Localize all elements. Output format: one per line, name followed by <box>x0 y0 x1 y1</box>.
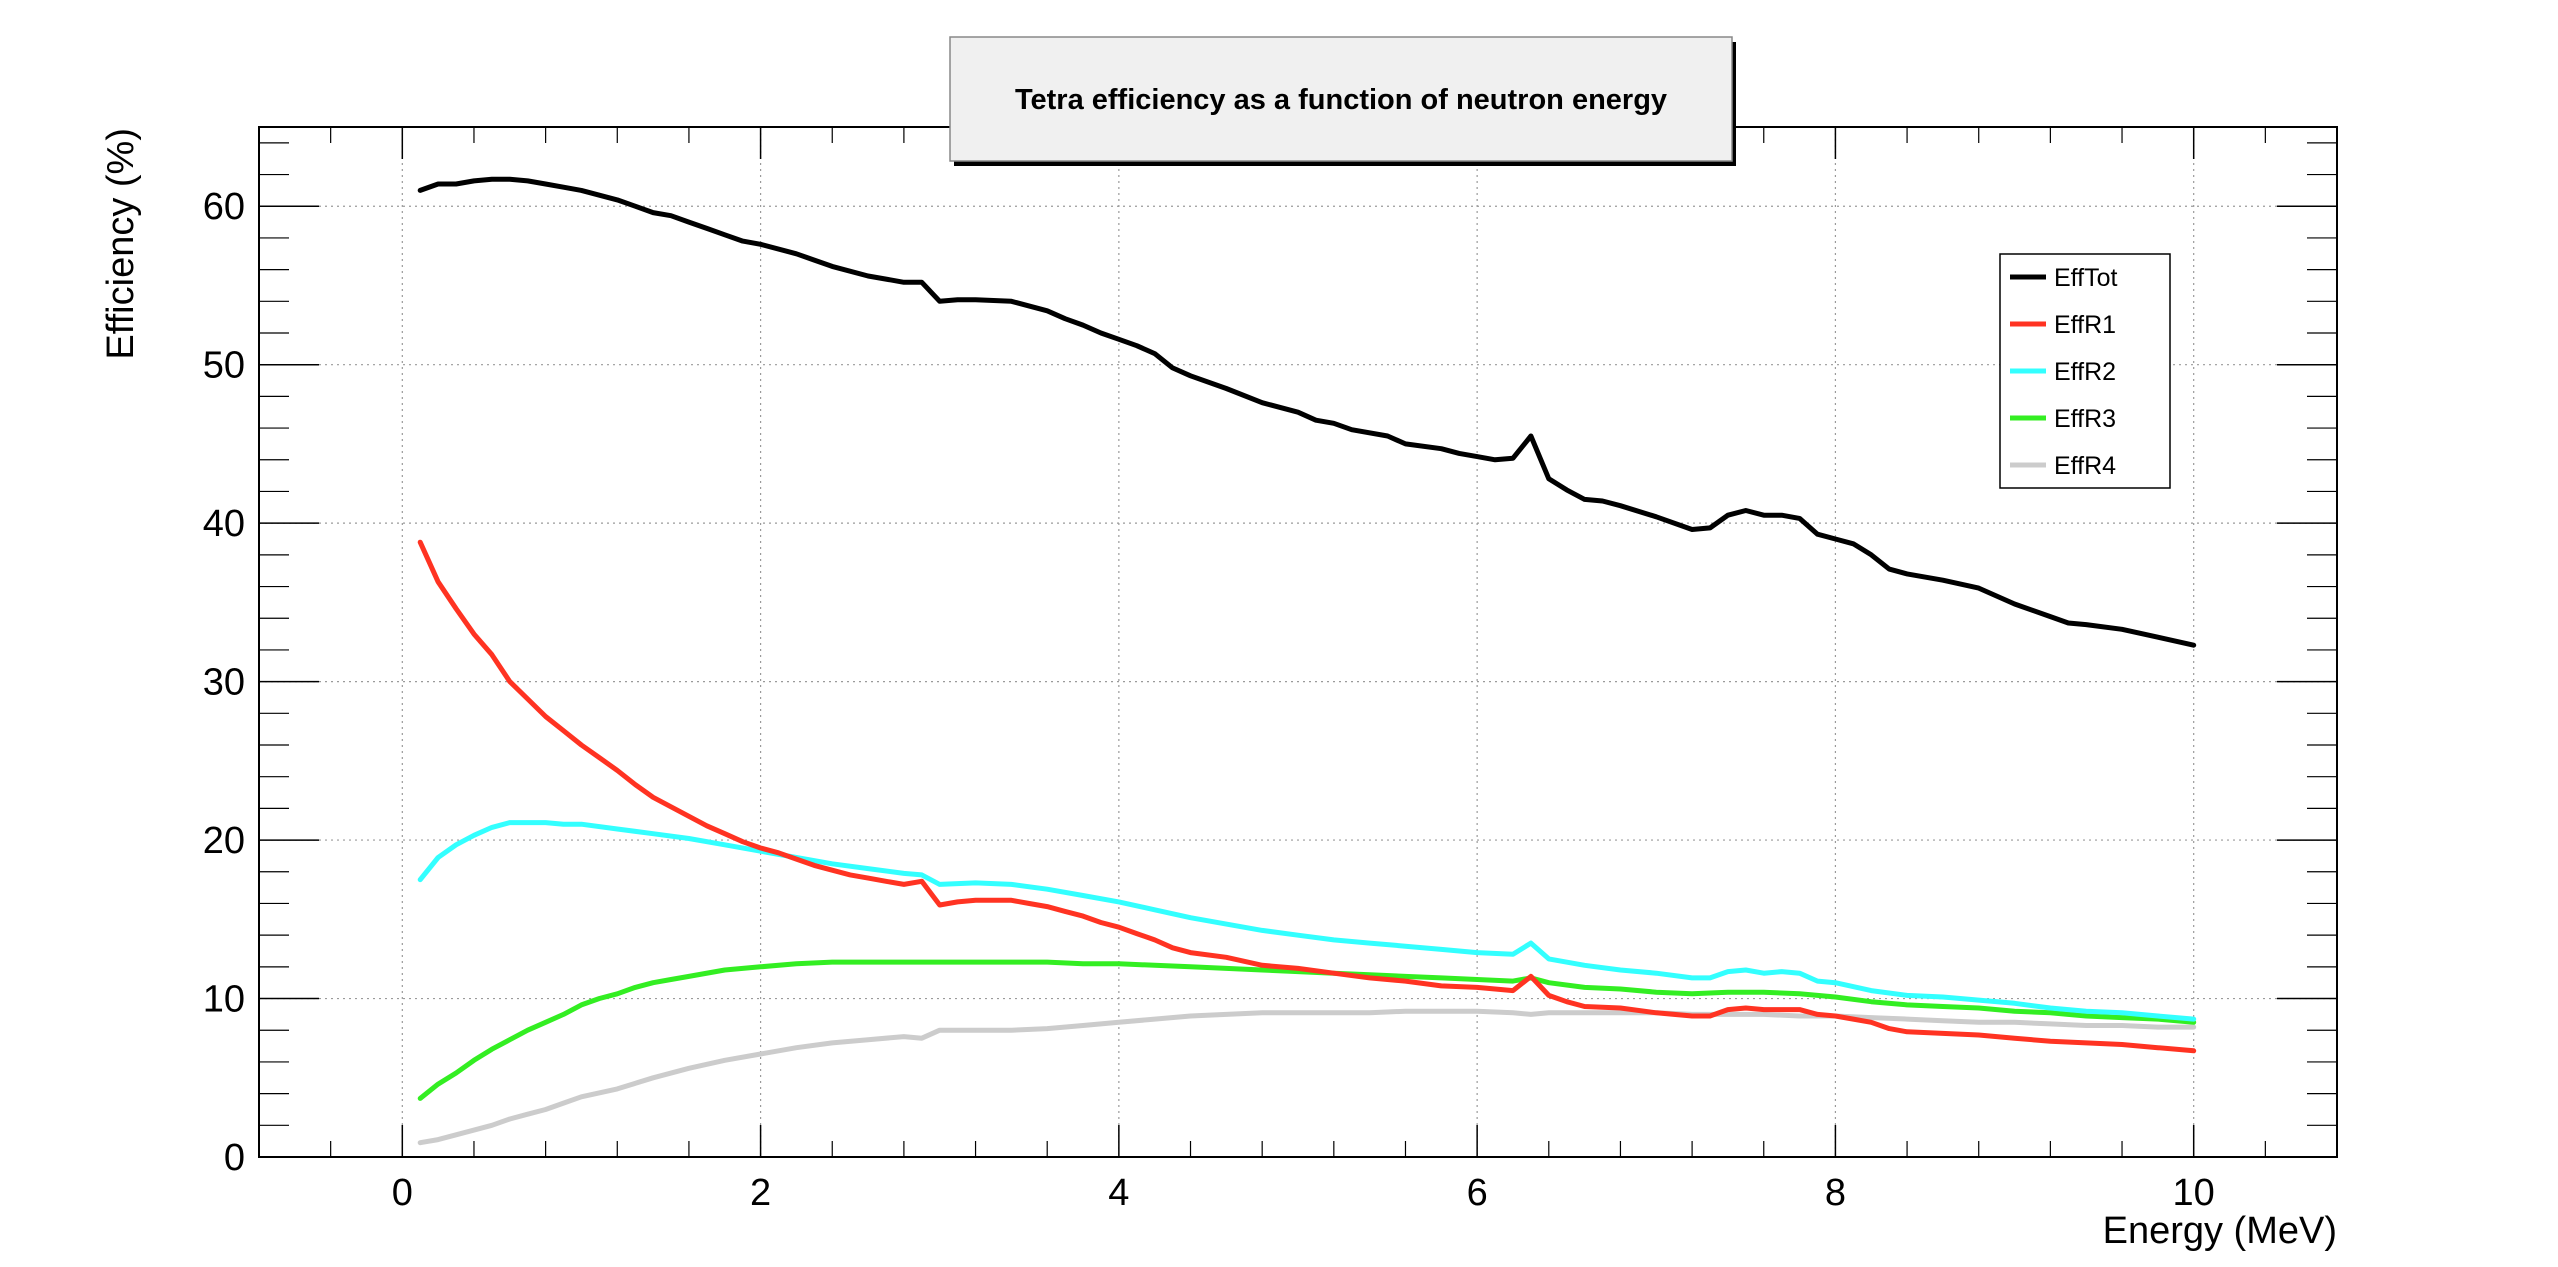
series-line-effr3 <box>417 959 2197 1101</box>
legend-label-effr3: EffR3 <box>2054 405 2116 433</box>
x-tick-label: 4 <box>1108 1172 1129 1214</box>
series-lines <box>417 176 2197 1146</box>
y-tick-label: 10 <box>203 979 245 1021</box>
series-line-efftot <box>417 176 2197 648</box>
x-tick-label: 0 <box>392 1172 413 1214</box>
title-box: Tetra efficiency as a function of neutro… <box>949 36 1736 166</box>
legend-label-effr1: EffR1 <box>2054 311 2116 339</box>
series-line-effr2 <box>417 820 2197 1022</box>
tick-labels: 0 2 4 6 8 10 0 10 20 30 40 50 60 <box>203 186 2215 1214</box>
y-tick-label: 50 <box>203 345 245 387</box>
series-line-effr4 <box>417 1008 2197 1146</box>
x-tick-label: 10 <box>2173 1172 2215 1214</box>
axis-ticks <box>258 127 2338 1158</box>
legend-label-effr4: EffR4 <box>2054 452 2116 480</box>
x-tick-label: 6 <box>1467 1172 1488 1214</box>
y-axis-label: Efficiency (%) <box>100 128 142 360</box>
legend: EffTot EffR1 EffR2 EffR3 EffR4 <box>1999 253 2171 489</box>
x-tick-label: 2 <box>750 1172 771 1214</box>
y-tick-label: 60 <box>203 186 245 228</box>
y-tick-label: 40 <box>203 503 245 545</box>
series-line-effr1 <box>417 539 2197 1054</box>
chart-title: Tetra efficiency as a function of neutro… <box>1015 84 1667 116</box>
title-box-frame <box>949 36 1733 162</box>
legend-label-effr2: EffR2 <box>2054 358 2116 386</box>
x-tick-label: 8 <box>1825 1172 1846 1214</box>
legend-label-efftot: EffTot <box>2054 264 2118 292</box>
y-tick-label: 30 <box>203 662 245 704</box>
y-tick-label: 20 <box>203 820 245 862</box>
x-axis-label: Energy (MeV) <box>2103 1210 2337 1252</box>
y-tick-label: 0 <box>224 1137 245 1179</box>
